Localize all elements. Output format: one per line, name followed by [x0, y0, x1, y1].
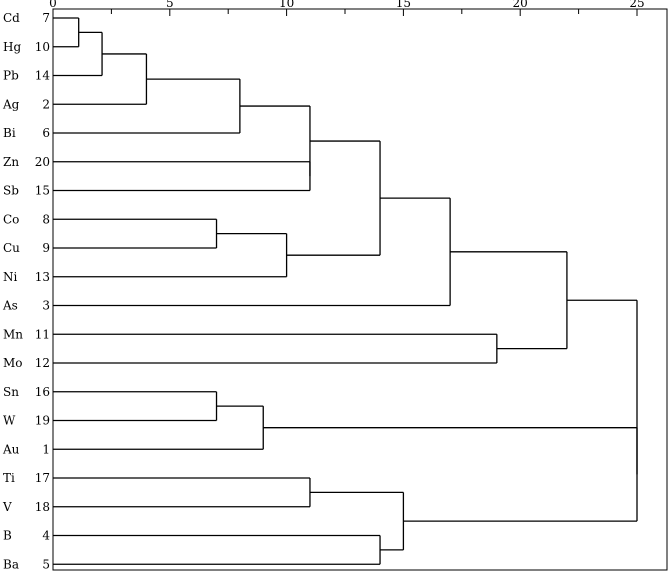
leaf-id-20: 20 — [35, 155, 50, 169]
leaf-label-hg: Hg — [3, 40, 21, 54]
plot-frame — [52, 8, 668, 571]
leaf-label-cu: Cu — [3, 241, 20, 255]
leaf-id-4: 4 — [42, 529, 50, 543]
leaf-label-zn: Zn — [3, 155, 19, 169]
leaf-label-co: Co — [3, 212, 19, 226]
x-tick-label: 20 — [513, 0, 528, 10]
leaf-label-ni: Ni — [3, 270, 18, 284]
leaf-label-ag: Ag — [2, 97, 20, 111]
leaf-id-14: 14 — [35, 69, 51, 83]
x-tick-label: 10 — [279, 0, 294, 10]
leaf-label-w: W — [3, 414, 16, 428]
x-axis-ticks — [52, 9, 638, 16]
x-tick-label: 0 — [49, 0, 57, 10]
x-tick-label: 15 — [396, 0, 411, 10]
leaf-label-mn: Mn — [3, 327, 23, 341]
leaf-label-sb: Sb — [3, 184, 19, 198]
leaf-id-9: 9 — [42, 241, 50, 255]
leaf-label-bi: Bi — [3, 126, 16, 140]
leaf-label-cd: Cd — [3, 11, 20, 25]
leaf-id-5: 5 — [42, 557, 50, 571]
leaf-label-b: B — [3, 529, 12, 543]
leaf-label-v: V — [2, 500, 12, 514]
leaf-label-mo: Mo — [3, 356, 23, 370]
leaf-label-ti: Ti — [3, 471, 15, 485]
dendrogram-links — [53, 17, 638, 565]
leaf-id-17: 17 — [35, 471, 50, 485]
x-axis-tick-labels: 0 5 10 15 20 25 — [49, 0, 644, 10]
leaf-id-7: 7 — [42, 11, 50, 25]
leaf-label-sn: Sn — [3, 385, 19, 399]
leaf-label-au: Au — [2, 442, 20, 456]
leaf-label-as: As — [2, 299, 18, 313]
x-tick-label: 5 — [166, 0, 174, 10]
leaf-id-16: 16 — [35, 385, 50, 399]
x-tick-label: 25 — [629, 0, 644, 10]
leaf-id-13: 13 — [35, 270, 50, 284]
leaf-id-3: 3 — [42, 299, 50, 313]
leaf-id-8: 8 — [42, 212, 50, 226]
leaf-id-19: 19 — [35, 414, 50, 428]
leaf-id-12: 12 — [35, 356, 50, 370]
leaf-label-pb: Pb — [3, 69, 19, 83]
leaf-label-ba: Ba — [3, 557, 19, 571]
leaf-id-10: 10 — [35, 40, 50, 54]
leaf-id-18: 18 — [35, 500, 50, 514]
leaf-id-6: 6 — [42, 126, 50, 140]
leaf-id-11: 11 — [35, 327, 50, 341]
leaf-id-1: 1 — [42, 442, 50, 456]
leaf-id-2: 2 — [42, 97, 50, 111]
leaf-id-15: 15 — [35, 184, 50, 198]
